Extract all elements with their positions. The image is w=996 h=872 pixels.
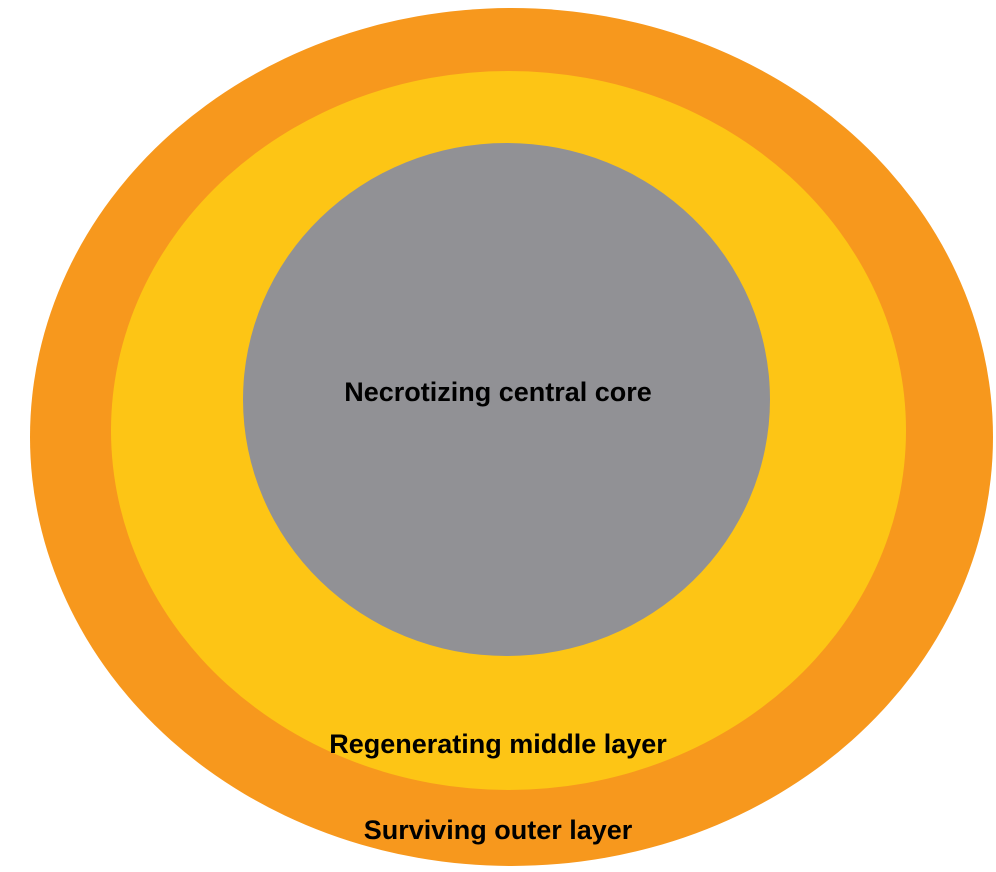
middle-label: Regenerating middle layer: [329, 729, 667, 760]
outer-label: Surviving outer layer: [364, 815, 633, 846]
core-label: Necrotizing central core: [344, 377, 652, 408]
concentric-layer-diagram: Necrotizing central core Regenerating mi…: [0, 0, 996, 872]
